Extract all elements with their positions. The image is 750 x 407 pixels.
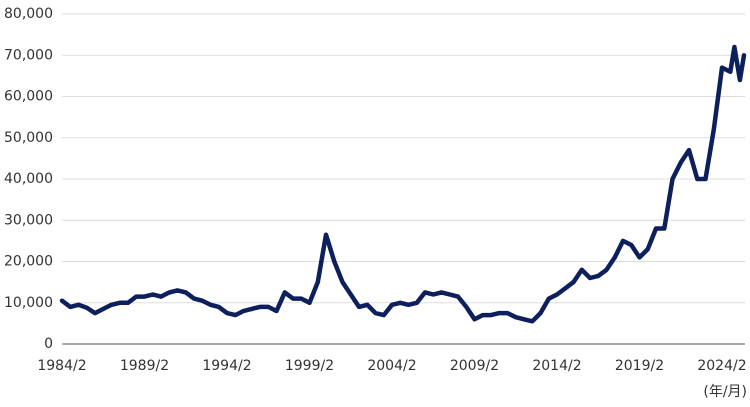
y-tick-label: 60,000 bbox=[4, 89, 53, 105]
y-tick-label: 80,000 bbox=[4, 6, 53, 22]
y-tick-label: 20,000 bbox=[4, 254, 53, 270]
x-tick-label: 1984/2 bbox=[37, 358, 86, 374]
x-tick-label: 1989/2 bbox=[120, 358, 169, 374]
line-series bbox=[59, 44, 747, 324]
y-tick-label: 30,000 bbox=[4, 212, 53, 228]
x-tick-label: 2009/2 bbox=[450, 358, 499, 374]
y-tick-label: 0 bbox=[44, 336, 53, 352]
y-tick-label: 40,000 bbox=[4, 171, 53, 187]
x-tick-label: 2024/2 bbox=[697, 358, 746, 374]
x-tick-label: 2014/2 bbox=[532, 358, 581, 374]
x-tick-label: 1994/2 bbox=[202, 358, 251, 374]
y-tick-label: 10,000 bbox=[4, 295, 53, 311]
x-unit-label: (年/月) bbox=[703, 384, 747, 400]
y-tick-label: 70,000 bbox=[4, 47, 53, 63]
y-tick-label: 50,000 bbox=[4, 130, 53, 146]
x-tick-label: 2004/2 bbox=[367, 358, 416, 374]
x-tick-label: 1999/2 bbox=[285, 358, 334, 374]
x-tick-label: 2019/2 bbox=[615, 358, 664, 374]
